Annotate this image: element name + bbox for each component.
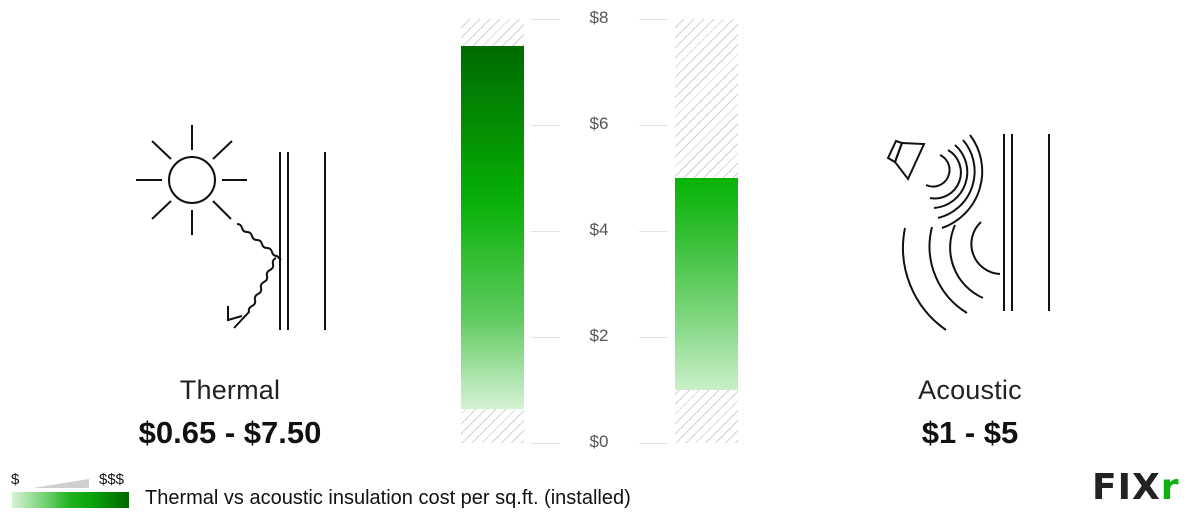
y-tick-label: $2 xyxy=(589,326,609,345)
y-tick-label: $8 xyxy=(589,8,609,27)
gridline xyxy=(639,19,668,20)
gridline xyxy=(639,337,668,338)
gridline xyxy=(531,231,560,232)
sun-heat-reflection-icon xyxy=(136,125,326,330)
category-name-thermal: Thermal xyxy=(179,375,281,405)
chart-caption: Thermal vs acoustic insulation cost per … xyxy=(145,487,631,509)
legend-color-scale xyxy=(12,492,129,508)
y-tick-label: $6 xyxy=(589,114,609,133)
legend-high-label: $$$ xyxy=(99,471,125,488)
thermal-range-bar xyxy=(461,46,524,409)
legend-low-label: $ xyxy=(11,471,20,488)
y-tick-label: $4 xyxy=(589,220,609,239)
gridline xyxy=(639,231,668,232)
logo-accent: r xyxy=(1160,467,1180,508)
y-tick-label: $0 xyxy=(589,432,609,451)
gridline xyxy=(639,443,668,444)
bar-chart: $8 $6 $4 $2 $0 xyxy=(461,8,738,451)
legend-cost-wedge-icon xyxy=(33,479,89,488)
speaker-sound-waves-icon xyxy=(886,134,1050,331)
acoustic-range-bar xyxy=(675,178,738,390)
logo-main: FIX xyxy=(1092,467,1161,508)
fixr-logo: FIXr xyxy=(1092,467,1180,508)
gridline xyxy=(531,337,560,338)
category-name-acoustic: Acoustic xyxy=(918,375,1022,405)
gridline xyxy=(639,125,668,126)
gridline xyxy=(531,125,560,126)
category-range-thermal: $0.65 - $7.50 xyxy=(138,415,322,450)
category-range-acoustic: $1 - $5 xyxy=(921,415,1019,450)
gridline xyxy=(531,443,560,444)
gridline xyxy=(531,19,560,20)
